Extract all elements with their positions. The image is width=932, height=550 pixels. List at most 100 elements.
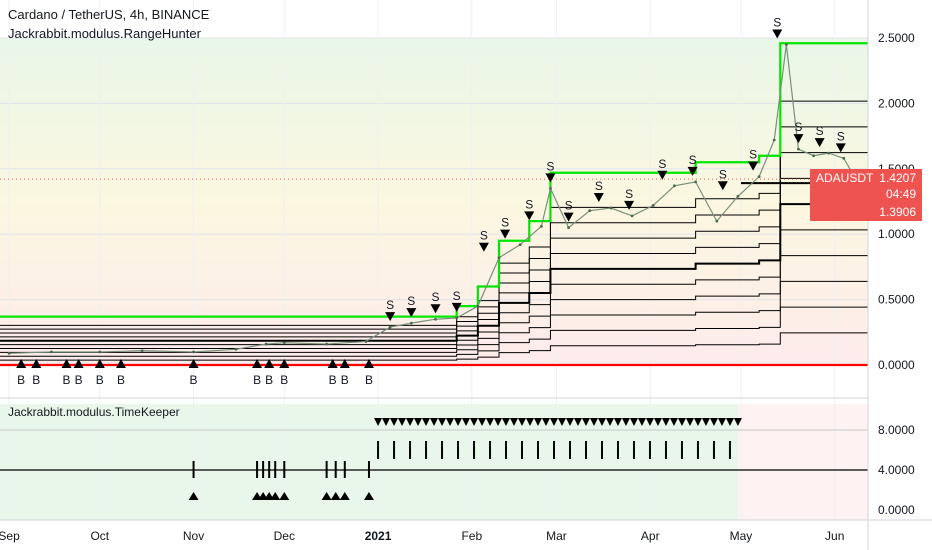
timekeeper-sell-marker-icon	[430, 418, 439, 426]
timekeeper-right-zone	[737, 404, 868, 520]
sell-marker-label: S	[658, 157, 666, 171]
sell-marker-icon	[406, 308, 417, 318]
timekeeper-sell-marker-icon	[733, 418, 742, 426]
x-tick-label: Feb	[461, 529, 482, 543]
buy-marker-label: B	[265, 373, 273, 387]
buy-marker-icon	[73, 359, 84, 368]
price-point	[409, 321, 413, 325]
x-tick-label: Nov	[183, 529, 204, 543]
price-point	[715, 219, 719, 223]
sell-marker-icon	[657, 170, 668, 180]
timekeeper-sell-marker-icon	[693, 418, 702, 426]
sell-marker-label: S	[432, 290, 440, 304]
buy-marker-label: B	[32, 373, 40, 387]
sell-marker-icon	[624, 200, 635, 210]
level-badge: 1.3906	[810, 203, 922, 221]
price-point	[434, 317, 437, 321]
buy-marker-label: B	[365, 373, 373, 387]
timekeeper-sell-marker-icon	[597, 418, 606, 426]
timekeeper-sell-marker-icon	[717, 418, 726, 426]
price-point	[812, 154, 815, 158]
timekeeper-sell-marker-icon	[470, 418, 479, 426]
price-point	[694, 180, 698, 184]
x-tick-label: May	[730, 529, 753, 543]
timekeeper-sell-marker-icon	[478, 418, 487, 426]
buy-marker-label: B	[190, 373, 198, 387]
timekeeper-sell-marker-icon	[645, 418, 654, 426]
timekeeper-sell-marker-icon	[390, 418, 399, 426]
y-tick-label: 2.5000	[878, 31, 915, 45]
timekeeper-sell-marker-icon	[669, 418, 678, 426]
sell-marker-label: S	[595, 179, 603, 193]
timekeeper-buy-marker-icon	[321, 492, 332, 500]
timekeeper-sell-marker-icon	[701, 418, 710, 426]
sell-marker-icon	[500, 229, 511, 239]
price-badge: ADAUSDT 1.4207 04:49	[810, 169, 922, 203]
price-point	[234, 347, 238, 351]
sell-marker-label: S	[837, 129, 845, 143]
buy-marker-label: B	[96, 373, 104, 387]
buy-marker-icon	[327, 359, 338, 368]
price-point	[140, 349, 144, 353]
timekeeper-sell-marker-icon	[557, 418, 566, 426]
buy-marker-icon	[188, 359, 199, 368]
buy-marker-icon	[339, 359, 350, 368]
buy-marker-icon	[16, 359, 27, 368]
sell-marker-label: S	[480, 229, 488, 243]
symbol-title: Cardano / TetherUS, 4h, BINANCE	[8, 7, 210, 22]
y-tick-label: 0.5000	[878, 293, 915, 307]
price-point	[827, 151, 831, 155]
x-tick-label: Sep	[0, 529, 20, 543]
sell-marker-icon	[385, 312, 396, 322]
price-point	[388, 325, 392, 329]
timekeeper-sell-marker-icon	[629, 418, 638, 426]
timekeeper-sell-marker-icon	[422, 418, 431, 426]
lower-indicator-title: Jackrabbit.modulus.TimeKeeper	[8, 405, 180, 419]
range-level-line	[0, 280, 868, 353]
timekeeper-sell-marker-icon	[502, 418, 511, 426]
buy-marker-label: B	[253, 373, 261, 387]
x-tick-label: Jun	[825, 529, 844, 543]
timekeeper-sell-marker-icon	[462, 418, 471, 426]
timekeeper-sell-marker-icon	[518, 418, 527, 426]
price-point	[549, 187, 552, 190]
price-point	[497, 256, 501, 260]
x-tick-label: Mar	[546, 529, 567, 543]
sell-marker-icon	[545, 173, 556, 183]
price-point	[98, 350, 102, 354]
price-point	[325, 342, 329, 346]
sell-marker-icon	[717, 181, 728, 191]
timekeeper-sell-marker-icon	[534, 418, 543, 426]
sell-marker-icon	[593, 193, 604, 203]
timekeeper-sell-marker-icon	[414, 418, 423, 426]
price-point	[630, 214, 634, 218]
sell-marker-label: S	[719, 167, 727, 181]
timekeeper-sell-marker-icon	[725, 418, 734, 426]
sell-marker-label: S	[689, 153, 697, 167]
timekeeper-buy-marker-icon	[188, 492, 199, 500]
buy-marker-label: B	[117, 373, 125, 387]
price-point	[736, 194, 740, 198]
timekeeper-sell-marker-icon	[446, 418, 455, 426]
timekeeper-sell-marker-icon	[709, 418, 718, 426]
sell-marker-label: S	[749, 148, 757, 162]
price-point	[518, 243, 522, 247]
sell-marker-icon	[451, 302, 462, 312]
range-level-line	[0, 332, 868, 361]
timekeeper-sell-marker-icon	[621, 418, 630, 426]
price-point	[7, 351, 11, 355]
sell-marker-icon	[687, 166, 698, 176]
price-point	[651, 204, 655, 207]
range-level-line	[0, 306, 868, 357]
sell-marker-label: S	[565, 199, 573, 213]
sell-marker-label: S	[501, 216, 509, 230]
buy-marker-icon	[264, 359, 275, 368]
price-series-line	[9, 44, 857, 354]
price-point	[192, 350, 195, 354]
price-point	[50, 350, 53, 354]
timekeeper-sell-marker-icon	[510, 418, 519, 426]
price-point	[673, 184, 676, 188]
timekeeper-sell-marker-icon	[398, 418, 407, 426]
timekeeper-sell-marker-icon	[565, 418, 574, 426]
